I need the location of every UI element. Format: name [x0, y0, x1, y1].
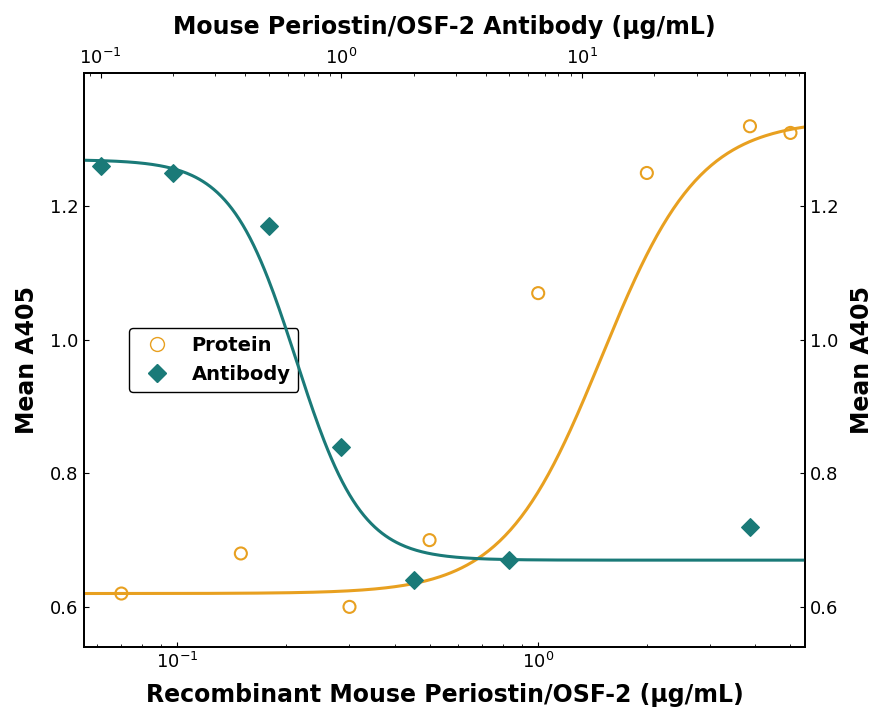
Point [334, 441, 348, 453]
Point [502, 554, 517, 566]
Point [783, 127, 797, 139]
Point [743, 121, 757, 132]
Point [261, 221, 276, 232]
Y-axis label: Mean A405: Mean A405 [15, 286, 39, 434]
Point [406, 575, 420, 586]
Y-axis label: Mean A405: Mean A405 [850, 286, 874, 434]
X-axis label: Mouse Periostin/OSF-2 Antibody (μg/mL): Mouse Periostin/OSF-2 Antibody (μg/mL) [173, 15, 716, 39]
Point [640, 168, 654, 179]
Point [743, 521, 757, 533]
Point [342, 601, 356, 613]
Point [115, 588, 129, 599]
Point [234, 548, 248, 560]
X-axis label: Recombinant Mouse Periostin/OSF-2 (μg/mL): Recombinant Mouse Periostin/OSF-2 (μg/mL… [146, 683, 743, 707]
Legend: Protein, Antibody: Protein, Antibody [130, 329, 299, 391]
Point [93, 160, 108, 172]
Point [531, 287, 545, 299]
Point [422, 534, 436, 546]
Point [166, 168, 180, 179]
